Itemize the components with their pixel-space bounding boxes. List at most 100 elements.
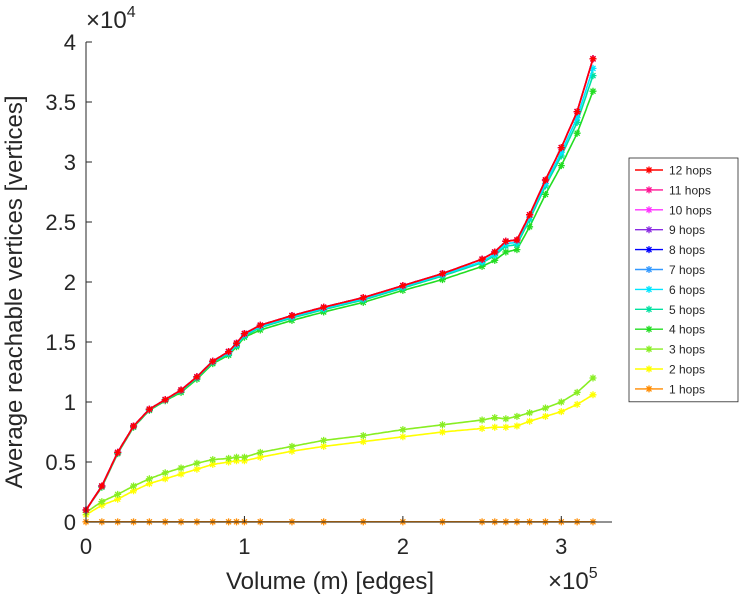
- data-point: [145, 480, 153, 488]
- data-point: [513, 422, 521, 430]
- data-point: [513, 412, 521, 420]
- data-point: [557, 148, 565, 156]
- data-point: [478, 424, 486, 432]
- data-point: [225, 454, 233, 462]
- data-point: [177, 386, 185, 394]
- series-line: [85, 58, 594, 511]
- data-point: [438, 276, 446, 284]
- data-point: [256, 321, 264, 329]
- x-exponent-label: ×105: [548, 565, 598, 595]
- data-point: [288, 442, 296, 450]
- legend-label: 5 hops: [669, 303, 705, 317]
- data-point: [98, 501, 106, 509]
- data-point: [573, 400, 581, 408]
- legend-box: [628, 157, 739, 403]
- data-point: [233, 453, 241, 461]
- data-point: [502, 248, 510, 256]
- data-point: [491, 248, 499, 256]
- data-point: [359, 294, 367, 302]
- data-point: [114, 495, 122, 503]
- plot-lines: [82, 55, 597, 526]
- data-point: [130, 482, 138, 490]
- data-point: [491, 414, 499, 422]
- data-point: [177, 464, 185, 472]
- series-6-hops: [82, 64, 597, 514]
- data-point: [438, 421, 446, 429]
- series-line: [85, 58, 594, 511]
- data-point: [399, 282, 407, 290]
- series-5-hops: [82, 72, 597, 514]
- data-point: [573, 388, 581, 396]
- data-point: [177, 470, 185, 478]
- data-point: [557, 162, 565, 170]
- y-tick-label: 4: [64, 30, 76, 55]
- series-line: [85, 58, 594, 511]
- data-point: [589, 72, 597, 80]
- x-tick-label: 1: [238, 534, 250, 559]
- data-point: [240, 330, 248, 338]
- legend-marker: [645, 345, 653, 353]
- y-axis-label: Average reachable vertices [vertices]: [1, 95, 28, 488]
- data-point: [589, 55, 597, 63]
- data-point: [526, 211, 534, 219]
- data-point: [225, 458, 233, 466]
- data-point: [541, 190, 549, 198]
- y-tick-label: 0.5: [45, 450, 76, 475]
- data-point: [320, 436, 328, 444]
- data-point: [193, 373, 201, 381]
- data-point: [526, 417, 534, 425]
- data-point: [320, 442, 328, 450]
- y-exponent-label: ×104: [86, 4, 136, 34]
- data-point: [209, 456, 217, 464]
- series-line: [85, 90, 594, 511]
- data-point: [491, 256, 499, 264]
- legend-marker: [645, 166, 653, 174]
- data-point: [130, 422, 138, 430]
- data-point: [513, 246, 521, 254]
- data-point: [240, 457, 248, 465]
- legend-marker: [645, 246, 653, 254]
- data-point: [573, 129, 581, 137]
- data-point: [557, 408, 565, 416]
- data-point: [114, 448, 122, 456]
- series-12-hops: [82, 55, 597, 514]
- series-line: [85, 58, 594, 511]
- legend-marker: [645, 206, 653, 214]
- data-point: [233, 339, 241, 347]
- data-point: [399, 426, 407, 434]
- data-point: [225, 348, 233, 356]
- x-tick-label: 0: [80, 534, 92, 559]
- data-point: [502, 237, 510, 245]
- y-tick-label: 1: [64, 390, 76, 415]
- legend-label: 4 hops: [669, 323, 705, 337]
- data-point: [589, 374, 597, 382]
- data-point: [557, 398, 565, 406]
- legend-label: 8 hops: [669, 243, 705, 257]
- axes: 0 1 2 3 0 0.5 1 1.5 2 2.5 3 3.5 4: [45, 30, 612, 559]
- data-point: [193, 465, 201, 473]
- legend-label: 10 hops: [669, 203, 712, 217]
- legend-label: 11 hops: [669, 183, 711, 197]
- y-tick-label: 1.5: [45, 330, 76, 355]
- x-axis-label: Volume (m) [edges]: [226, 568, 434, 595]
- y-tick-label: 0: [64, 510, 76, 535]
- legend-label: 3 hops: [669, 343, 705, 357]
- legend-marker: [645, 285, 653, 293]
- data-point: [541, 176, 549, 184]
- data-point: [98, 498, 106, 506]
- y-tick-label: 2.5: [45, 210, 76, 235]
- legend-label: 9 hops: [669, 223, 705, 237]
- legend-marker: [645, 305, 653, 313]
- data-point: [288, 312, 296, 320]
- y-tick-label: 2: [64, 270, 76, 295]
- data-point: [526, 223, 534, 231]
- data-point: [130, 487, 138, 495]
- data-point: [541, 412, 549, 420]
- data-point: [240, 453, 248, 461]
- series-line: [85, 58, 594, 511]
- x-tick-label: 2: [397, 534, 409, 559]
- data-point: [161, 396, 169, 404]
- data-point: [161, 475, 169, 483]
- legend-label: 7 hops: [669, 263, 705, 277]
